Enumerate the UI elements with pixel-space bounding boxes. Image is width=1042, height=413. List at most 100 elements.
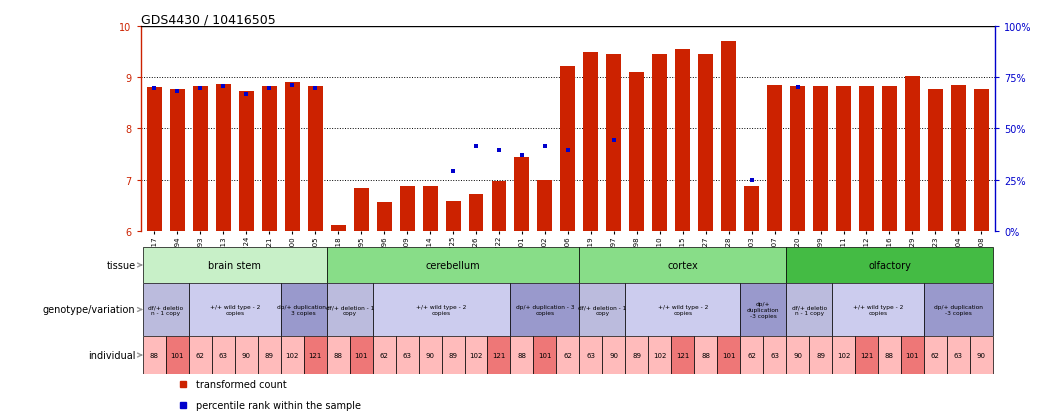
Text: 121: 121 [308,352,322,358]
Text: df/+ deletio
n - 1 copy: df/+ deletio n - 1 copy [792,304,826,315]
Bar [446,202,461,231]
Text: dp/+ duplication - 3
copies: dp/+ duplication - 3 copies [516,304,574,315]
Bar [327,283,373,337]
Text: olfactory: olfactory [868,260,911,271]
Bar [790,87,805,231]
Text: 88: 88 [518,352,526,358]
Text: transformed count: transformed count [196,379,287,389]
Text: 63: 63 [770,352,779,358]
Bar [584,52,598,231]
Bar [189,283,280,337]
Bar [353,188,369,231]
Text: 63: 63 [953,352,963,358]
Bar [625,283,740,337]
Text: 101: 101 [354,352,368,358]
Bar [534,337,556,374]
Text: 121: 121 [492,352,505,358]
Text: 63: 63 [402,352,412,358]
Text: 90: 90 [242,352,251,358]
Bar [675,50,690,231]
Bar [423,186,438,231]
Bar [671,337,694,374]
Bar [928,90,943,231]
Bar [652,55,667,231]
Text: 101: 101 [538,352,551,358]
Bar [763,337,786,374]
Text: cortex: cortex [667,260,698,271]
Text: 90: 90 [976,352,986,358]
Bar [488,337,511,374]
Bar [698,55,713,231]
Bar [859,87,874,231]
Bar [147,88,162,231]
Bar [280,283,327,337]
Text: 101: 101 [722,352,736,358]
Text: +/+ wild type - 2
copies: +/+ wild type - 2 copies [417,304,467,315]
Bar [951,85,966,231]
Bar [280,337,304,374]
Text: 90: 90 [793,352,802,358]
Text: 62: 62 [747,352,756,358]
Bar [511,337,534,374]
Bar [970,337,993,374]
Text: 121: 121 [676,352,690,358]
Bar [212,337,234,374]
Bar [786,337,809,374]
Bar [442,337,465,374]
Bar [904,77,920,231]
Bar [878,337,901,374]
Text: 89: 89 [265,352,274,358]
Bar [193,87,207,231]
Bar [216,85,231,231]
Bar [143,248,327,283]
Bar [740,337,763,374]
Bar [561,67,575,231]
Bar [170,90,184,231]
Bar [327,337,350,374]
Bar [836,87,851,231]
Bar [327,248,579,283]
Bar [721,42,736,231]
Bar [373,283,511,337]
Bar [304,337,327,374]
Bar [606,55,621,231]
Text: df/+ deletio
n - 1 copy: df/+ deletio n - 1 copy [148,304,183,315]
Bar [717,337,740,374]
Text: dp/+ duplication -
3 copies: dp/+ duplication - 3 copies [277,304,330,315]
Text: genotype/variation: genotype/variation [43,305,135,315]
Bar [143,283,189,337]
Text: GDS4430 / 10416505: GDS4430 / 10416505 [141,14,275,27]
Bar [492,182,506,231]
Text: 62: 62 [379,352,389,358]
Bar [350,337,373,374]
Bar [629,73,644,231]
Text: 102: 102 [286,352,299,358]
Bar [767,85,783,231]
Bar [579,248,786,283]
Text: brain stem: brain stem [208,260,262,271]
Bar [832,337,855,374]
Bar [740,283,786,337]
Bar [376,202,392,231]
Text: 101: 101 [171,352,184,358]
Bar [924,337,947,374]
Bar [648,337,671,374]
Text: df/+ deletion - 1
copy: df/+ deletion - 1 copy [325,304,374,315]
Bar [469,195,483,231]
Text: 102: 102 [837,352,850,358]
Bar [538,180,552,231]
Text: 89: 89 [816,352,825,358]
Bar [625,337,648,374]
Bar [465,337,488,374]
Text: df/+ deletion - 1
copy: df/+ deletion - 1 copy [578,304,626,315]
Bar [373,337,396,374]
Bar [307,87,323,231]
Bar [924,283,993,337]
Text: individual: individual [88,350,135,360]
Bar [579,337,602,374]
Text: +/+ wild type - 2
copies: +/+ wild type - 2 copies [209,304,260,315]
Text: 88: 88 [150,352,159,358]
Bar [166,337,189,374]
Bar [809,337,832,374]
Text: percentile rank within the sample: percentile rank within the sample [196,400,362,410]
